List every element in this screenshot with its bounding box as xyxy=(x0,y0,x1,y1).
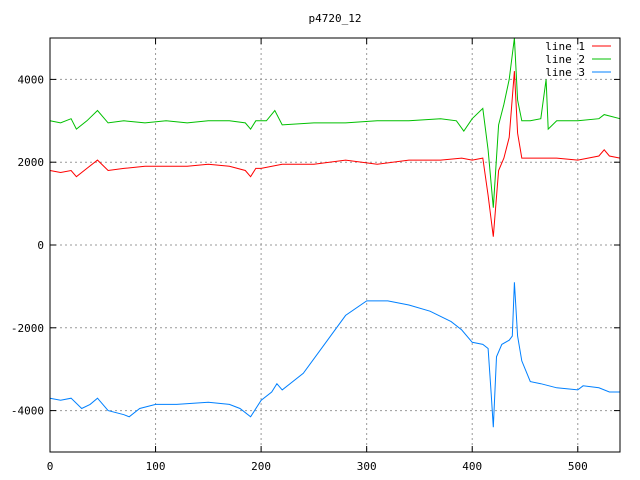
series-line-3 xyxy=(49,282,620,428)
y-tick-label: 2000 xyxy=(18,156,45,169)
legend-label: line 1 xyxy=(545,40,585,53)
grid xyxy=(50,38,620,452)
series-lines xyxy=(49,37,621,428)
x-tick-label: 400 xyxy=(462,460,482,473)
series-line-1 xyxy=(49,71,621,237)
y-tick-label: 0 xyxy=(37,239,44,252)
plot-frame xyxy=(49,37,621,453)
axis-ticks: 0 100 200 300 400 500 -4000 -2000 0 2000 4000 xyxy=(11,38,620,473)
series-line-2 xyxy=(49,37,621,208)
x-tick-label: 200 xyxy=(251,460,271,473)
x-tick-label: 100 xyxy=(146,460,166,473)
x-tick-label: 500 xyxy=(568,460,588,473)
chart-title: p4720_12 xyxy=(309,12,362,25)
legend-label: line 2 xyxy=(545,53,585,66)
y-tick-label: -4000 xyxy=(11,405,44,418)
legend-label: line 3 xyxy=(545,66,585,79)
y-tick-label: -2000 xyxy=(11,322,44,335)
x-tick-label: 0 xyxy=(47,460,54,473)
y-tick-label: 4000 xyxy=(18,73,45,86)
x-tick-label: 300 xyxy=(357,460,377,473)
